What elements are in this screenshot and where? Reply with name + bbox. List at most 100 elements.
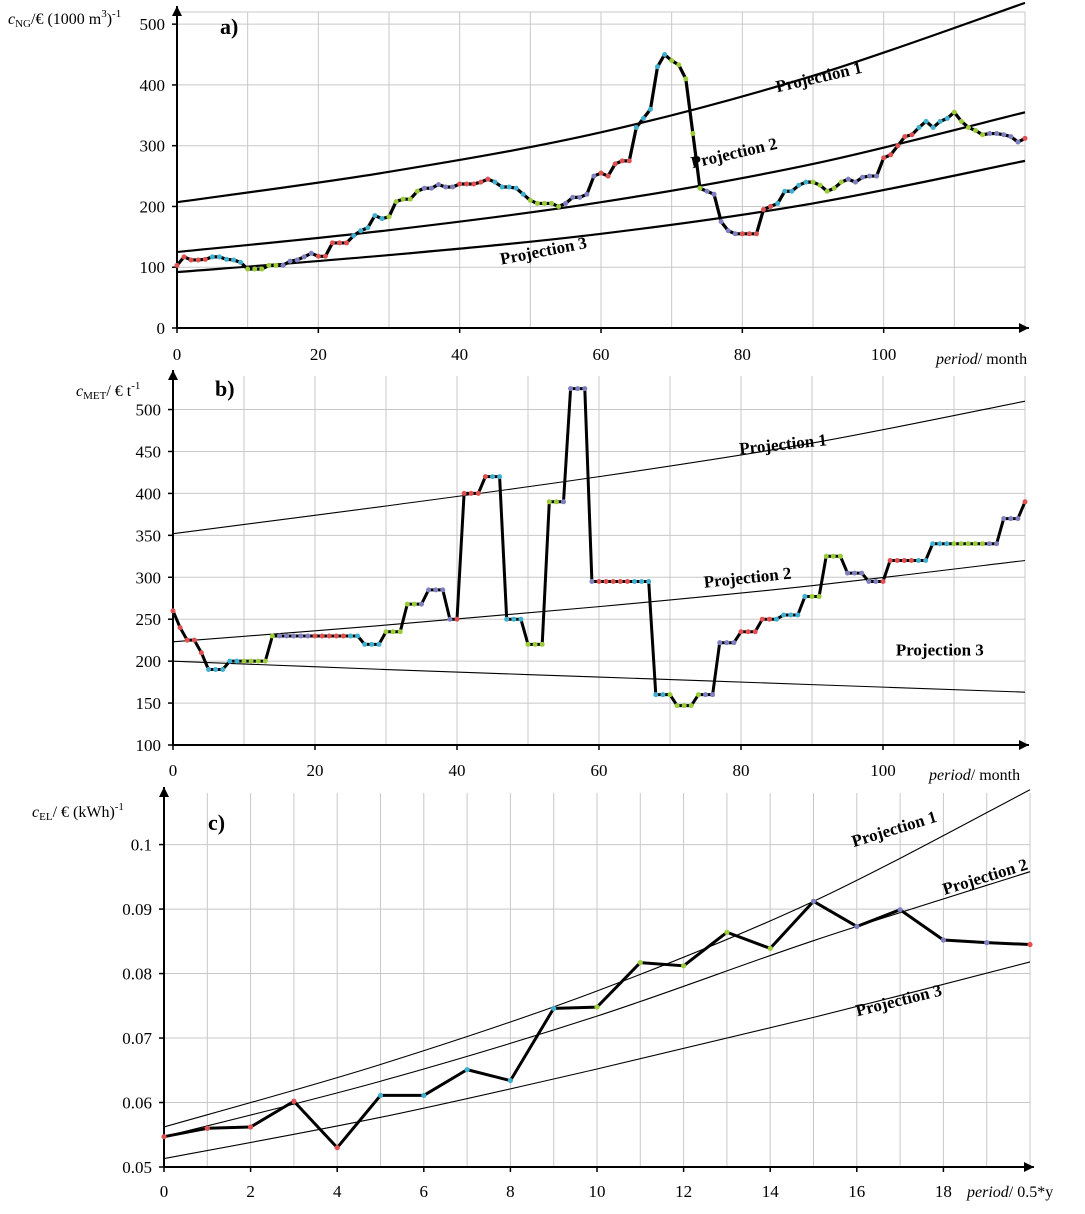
- data-point: [937, 118, 943, 124]
- data-point: [223, 256, 229, 262]
- data-point: [570, 194, 576, 200]
- data-point: [782, 188, 788, 194]
- data-point: [546, 499, 552, 505]
- data-point: [766, 616, 772, 622]
- projection-curve: [163, 961, 1031, 1160]
- data-point: [859, 570, 865, 576]
- data-point: [457, 181, 463, 187]
- data-point: [390, 629, 396, 635]
- projection-label: Projection 1: [774, 58, 864, 96]
- data-point: [944, 541, 950, 547]
- y-tick-label: 400: [136, 484, 162, 503]
- data-point: [908, 558, 914, 563]
- x-axis-title: period/ 0.5*y: [966, 1184, 1053, 1201]
- data-point: [450, 184, 456, 190]
- data-point: [188, 257, 194, 263]
- data-point: [220, 667, 226, 673]
- x-tick-label: 0: [173, 345, 182, 364]
- data-point: [867, 173, 873, 179]
- data-point: [245, 266, 251, 272]
- data-point: [195, 257, 201, 263]
- data-point: [231, 257, 237, 263]
- data-point: [475, 490, 481, 496]
- data-point: [803, 179, 809, 185]
- x-tick-label: 16: [848, 1182, 865, 1201]
- data-point: [923, 118, 929, 124]
- data-point: [598, 170, 604, 176]
- data-point: [490, 474, 495, 480]
- data-point: [518, 616, 524, 622]
- data-point: [894, 558, 900, 563]
- data-point: [761, 207, 767, 212]
- data-point: [640, 115, 646, 121]
- data-point: [464, 181, 470, 187]
- data-point: [362, 641, 368, 647]
- x-tick-label: 100: [871, 345, 897, 364]
- projection-label: Projection 2: [703, 564, 792, 592]
- x-tick-label: 40: [449, 761, 466, 780]
- data-point: [421, 1092, 427, 1099]
- data-point: [972, 541, 978, 547]
- projection-label: Projection 1: [738, 430, 827, 458]
- data-point: [874, 173, 880, 179]
- x-tick-label: 100: [870, 761, 896, 780]
- data-point: [411, 601, 417, 607]
- data-point: [951, 541, 957, 547]
- x-tick-label: 60: [591, 761, 608, 780]
- data-point: [854, 923, 860, 930]
- panel-letter: b): [215, 376, 235, 401]
- x-tick-label: 6: [420, 1182, 429, 1201]
- data-point: [612, 161, 618, 167]
- data-point: [326, 633, 332, 639]
- projection-curve: [172, 400, 1026, 535]
- data-point: [551, 1005, 557, 1011]
- chart-panel-c: 0 2 4 6 8 10 12 14 16 18 0.05 0.06 0.07 0.08 0.09 0.1 Pr…: [32, 787, 1053, 1201]
- y-tick-label: 100: [140, 258, 166, 277]
- data-point: [605, 173, 611, 179]
- data-point: [767, 945, 773, 952]
- data-point: [198, 650, 204, 656]
- gridlines: [173, 376, 1026, 745]
- data-point: [901, 558, 907, 563]
- data-point: [312, 633, 318, 639]
- projection-curve: [176, 111, 1026, 254]
- data-point: [1022, 499, 1028, 505]
- x-tick-label: 60: [593, 345, 610, 364]
- data-point: [669, 58, 675, 64]
- y-tick-label: 500: [140, 15, 166, 34]
- data-point: [852, 179, 858, 185]
- data-point: [351, 233, 357, 239]
- data-point: [795, 612, 801, 618]
- data-point: [703, 692, 708, 698]
- y-tick-label: 450: [136, 442, 162, 461]
- projection-label: Projection 3: [896, 640, 984, 659]
- data-point: [561, 499, 566, 505]
- data-point: [1008, 516, 1014, 522]
- data-point: [937, 541, 943, 547]
- data-point: [206, 667, 211, 673]
- data-point: [681, 703, 687, 709]
- data-point: [888, 152, 894, 158]
- data-point: [170, 608, 176, 614]
- data-point: [951, 109, 957, 115]
- x-axis-title: period/ month: [935, 351, 1027, 368]
- data-point: [504, 616, 510, 622]
- projection-label: Projection 3: [854, 981, 944, 1021]
- data-point: [965, 124, 971, 130]
- projection-curve: [176, 1, 1026, 204]
- data-point: [759, 616, 765, 622]
- data-point: [667, 692, 673, 698]
- chart-panel-b: 0 20 40 60 80 100 100 150 200 250 300 350 400 450 500 P…: [76, 370, 1029, 784]
- data-point: [655, 64, 661, 70]
- y-tick-label: 0: [157, 319, 166, 338]
- data-point: [752, 629, 758, 635]
- data-point: [1015, 139, 1021, 145]
- data-point: [174, 262, 180, 268]
- data-point: [662, 52, 668, 58]
- gridlines: [164, 793, 1031, 1167]
- data-point: [532, 641, 538, 647]
- data-point: [1001, 132, 1007, 138]
- data-point: [355, 633, 361, 639]
- data-point: [632, 578, 637, 584]
- data-point: [227, 658, 233, 664]
